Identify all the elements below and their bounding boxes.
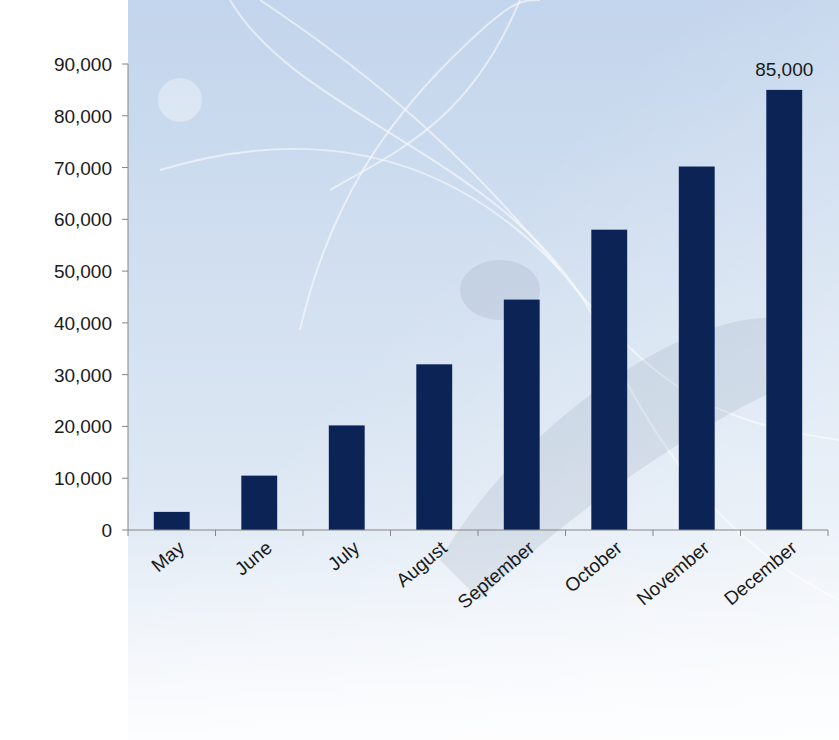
y-tick-label: 10,000 (54, 468, 112, 489)
x-tick-label: November (633, 537, 714, 610)
x-tick (215, 530, 216, 536)
x-tick-label: August (392, 537, 451, 592)
data-label: 85,000 (755, 59, 813, 80)
x-tick (740, 530, 741, 536)
y-tick-label: 30,000 (54, 365, 112, 386)
decor-curve (300, 0, 540, 330)
bar (416, 364, 452, 530)
y-tick (122, 219, 128, 220)
x-tick-label: December (720, 537, 801, 610)
y-tick (122, 374, 128, 375)
x-tick (478, 530, 479, 536)
y-tick-label: 90,000 (54, 54, 112, 75)
bars (154, 90, 802, 530)
bar (504, 300, 540, 530)
bar (591, 230, 627, 530)
chart: 0 10,000 20,000 30,000 40,000 50,000 60,000 70,… (0, 0, 839, 740)
chart-container: 0 10,000 20,000 30,000 40,000 50,000 60,000 70,… (0, 0, 839, 740)
y-tick-label: 0 (101, 520, 112, 541)
y-tick-label: 80,000 (54, 106, 112, 127)
bar (679, 167, 715, 530)
decor-light (158, 78, 202, 122)
x-tick-label: September (454, 537, 539, 613)
bar (329, 425, 365, 530)
x-tick (303, 530, 304, 536)
x-tick-label: July (324, 537, 364, 575)
data-labels: 85,000 (755, 59, 813, 80)
y-tick-label: 40,000 (54, 313, 112, 334)
background-fade (128, 0, 839, 740)
x-tick (390, 530, 391, 536)
decor-curve (330, 0, 520, 190)
y-tick (122, 530, 128, 531)
y-tick-label: 20,000 (54, 416, 112, 437)
decor-curve (230, 0, 839, 600)
x-tick-label: June (231, 537, 276, 580)
x-axis: May June July AugustSeptember OctoberNovembe… (128, 530, 828, 613)
y-tick (122, 322, 128, 323)
y-tick-label: 50,000 (54, 261, 112, 282)
x-tick-label: October (561, 537, 627, 597)
y-tick (122, 271, 128, 272)
background-fade (128, 0, 839, 740)
x-tick (128, 530, 129, 536)
y-tick (122, 426, 128, 427)
bar (766, 90, 802, 530)
y-tick (122, 64, 128, 65)
y-tick-label: 60,000 (54, 209, 112, 230)
x-tick-label: May (147, 537, 188, 576)
x-tick (653, 530, 654, 536)
y-axis: 0 10,000 20,000 30,000 40,000 50,000 60,000 70,… (54, 54, 128, 541)
y-axis-line (128, 64, 129, 530)
decor-curve (160, 149, 560, 270)
y-tick-label: 70,000 (54, 158, 112, 179)
bar (154, 512, 190, 530)
background-panel (128, 0, 839, 740)
background (128, 0, 839, 740)
x-tick (828, 530, 829, 536)
y-tick (122, 115, 128, 116)
y-tick (122, 167, 128, 168)
x-tick (565, 530, 566, 536)
y-tick (122, 478, 128, 479)
bar (241, 476, 277, 530)
